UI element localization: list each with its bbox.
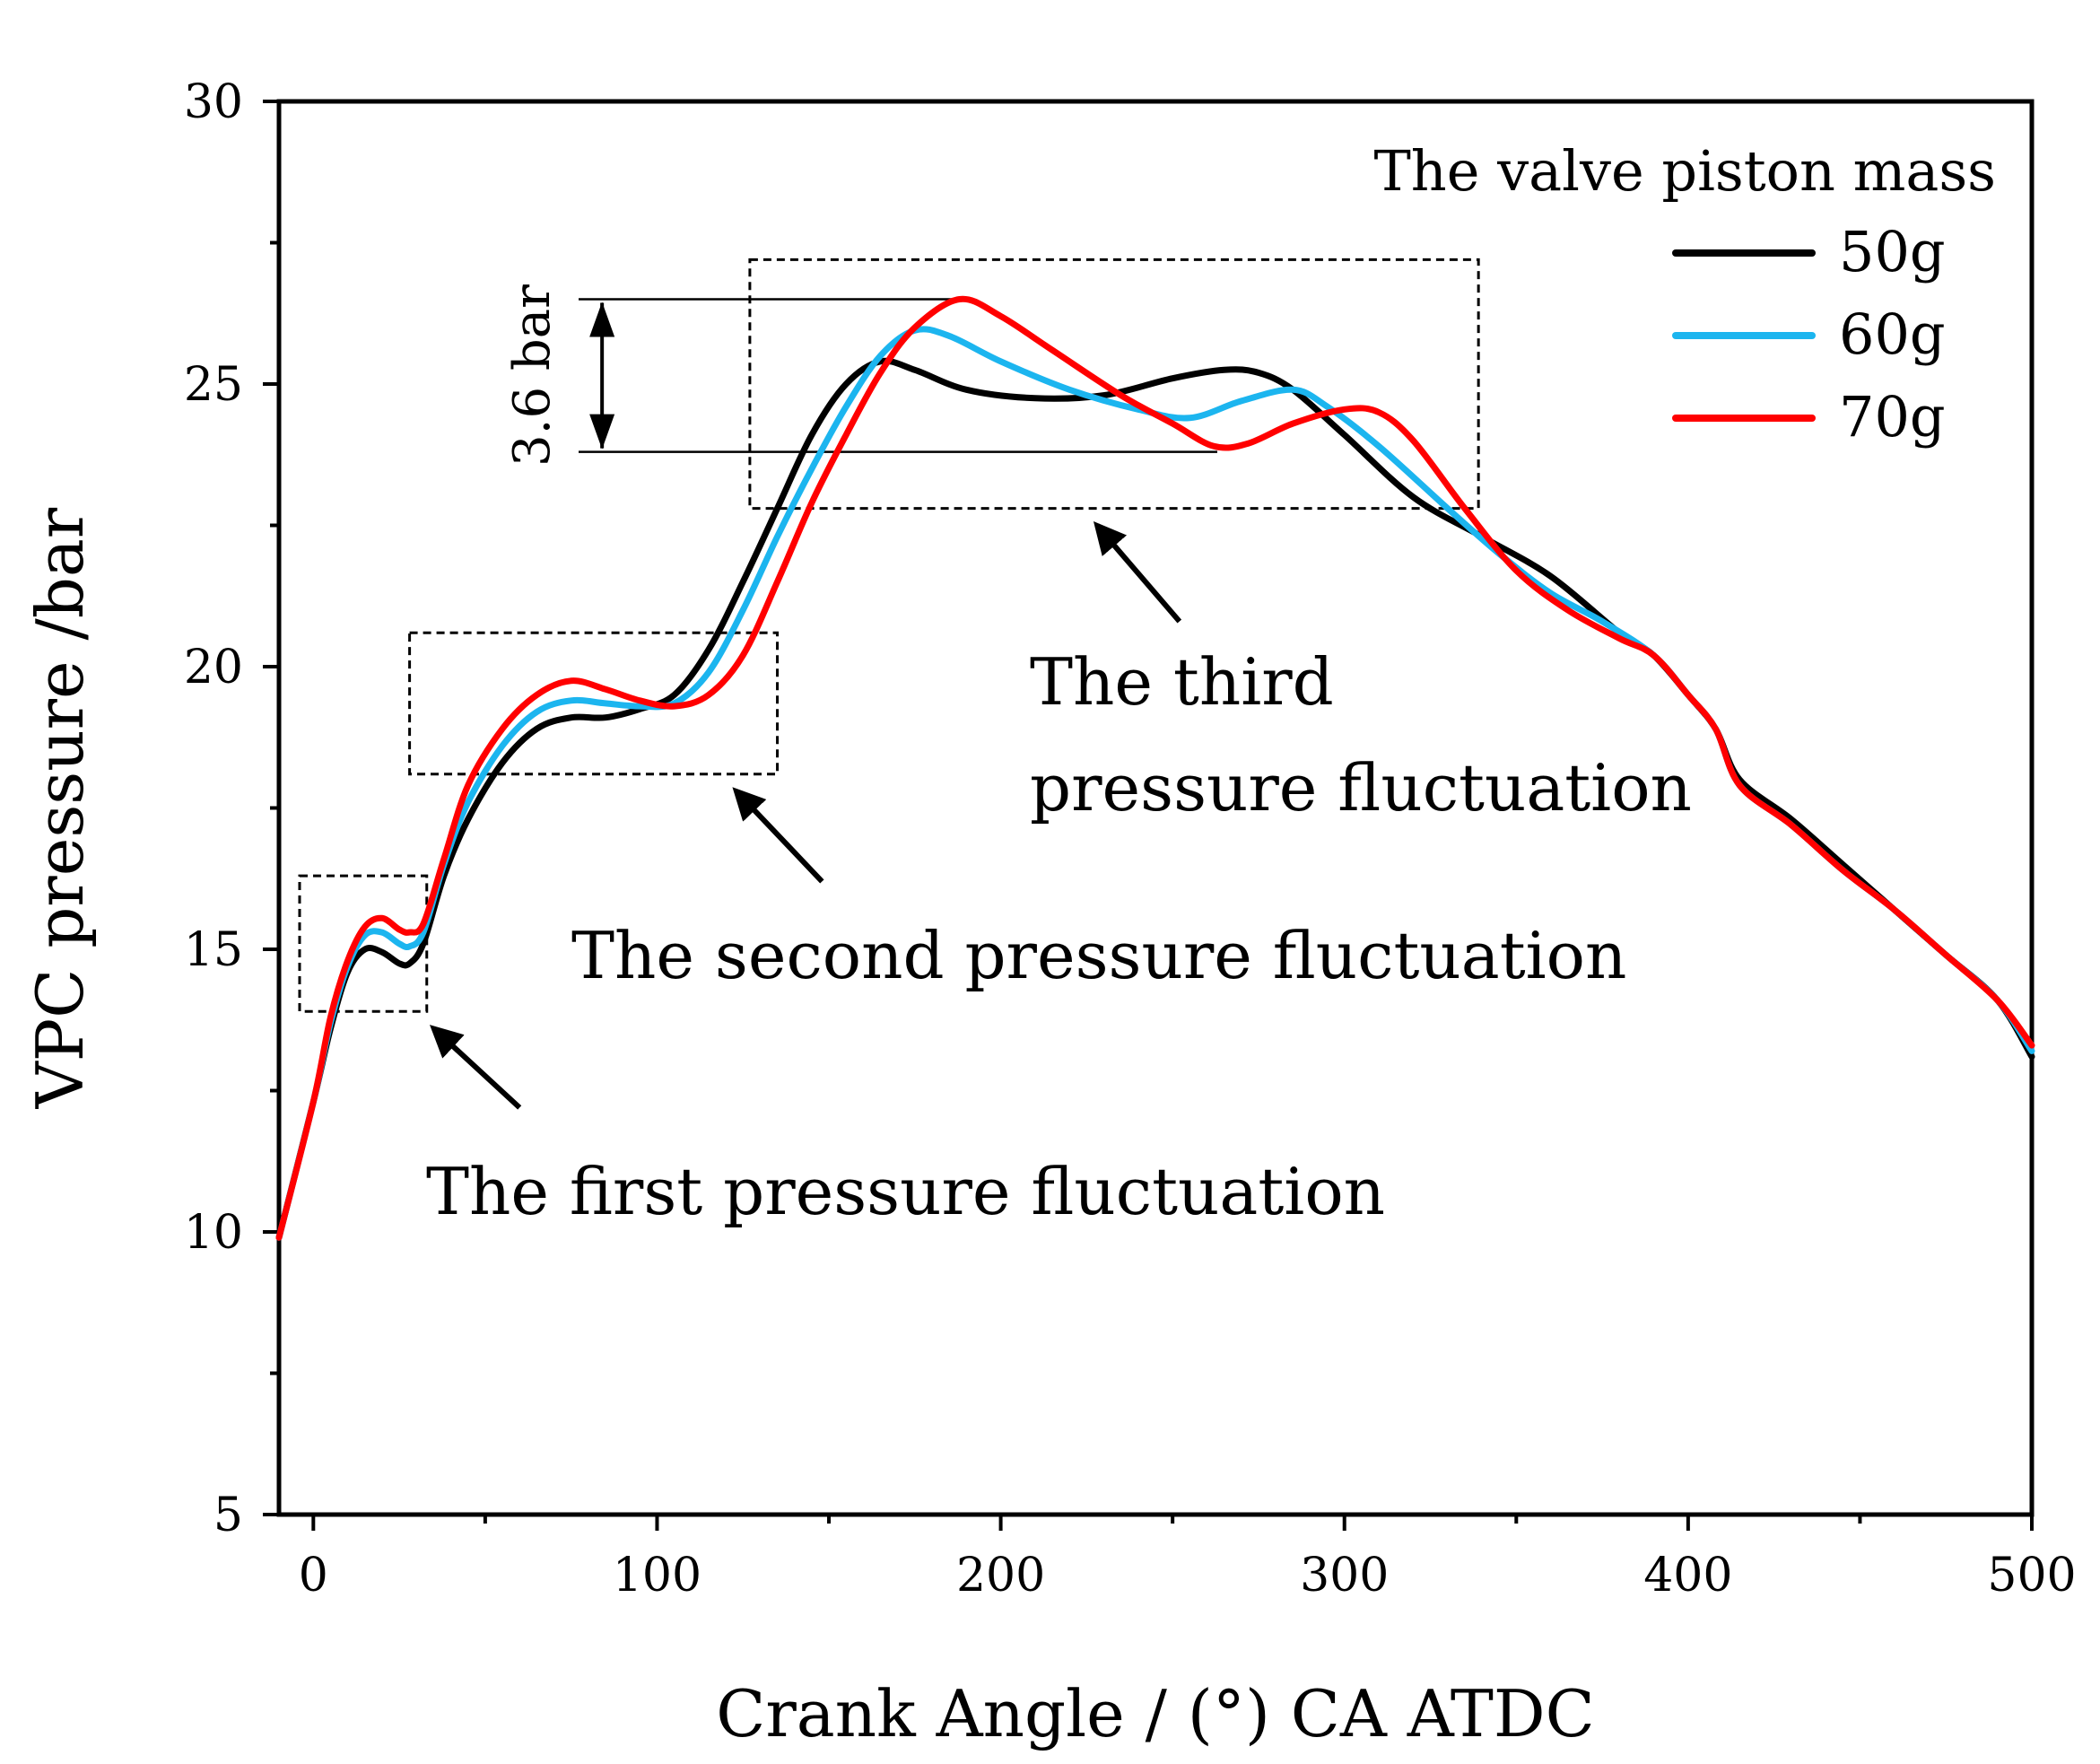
x-tick-label: 400 — [1643, 1549, 1732, 1602]
measure-arrow-down — [589, 414, 615, 450]
y-tick-label: 5 — [213, 1489, 243, 1542]
x-tick-label: 200 — [956, 1549, 1045, 1602]
fluctuation-label-2: The second pressure fluctuation — [571, 918, 1626, 993]
series-lines — [275, 295, 2035, 1241]
y-tick-label: 10 — [184, 1206, 243, 1260]
y-axis-title: VPC pressure /bar — [22, 507, 98, 1109]
annotations — [298, 258, 1480, 1110]
x-tick-label: 500 — [1987, 1549, 2076, 1602]
y-tick-label: 25 — [184, 358, 243, 412]
legend-label-70g: 70g — [1839, 384, 1946, 450]
x-tick-label: 0 — [299, 1549, 328, 1602]
fluctuation-arrow-3 — [1093, 520, 1182, 624]
y-tick-label: 20 — [184, 641, 243, 694]
y-tick-label: 30 — [184, 75, 243, 129]
labels: The first pressure fluctuation The second… — [426, 284, 1692, 1229]
y-tick-label: 15 — [184, 923, 243, 977]
series-line-70g — [275, 295, 2035, 1241]
fluctuation-box-1 — [298, 874, 429, 1013]
fluctuation-label-3-line-1: The third — [1030, 644, 1334, 720]
x-axis-title: Crank Angle / (°) CA ATDC — [716, 1676, 1594, 1751]
measure-label: 3.6 bar — [503, 284, 562, 467]
x-tick-label: 100 — [613, 1549, 701, 1602]
fluctuation-box-3 — [748, 258, 1480, 511]
fluctuation-box-2 — [408, 631, 780, 776]
legend-label-60g: 60g — [1839, 301, 1946, 367]
fluctuation-label-3-line-2: pressure fluctuation — [1030, 750, 1692, 825]
x-tick-label: 300 — [1300, 1549, 1389, 1602]
fluctuation-label-1: The first pressure fluctuation — [426, 1154, 1385, 1229]
legend-label-50g: 50g — [1839, 219, 1946, 284]
measure-arrow-up — [589, 301, 615, 337]
axes: 0 100 200 300 400 500 5 10 15 20 25 30 Crank Angle /… — [22, 75, 2077, 1751]
legend: The valve piston mass 50g 60g 70g — [1373, 138, 1996, 450]
fluctuation-arrow-2 — [732, 787, 824, 884]
fluctuation-arrow-1 — [429, 1025, 522, 1110]
legend-title: The valve piston mass — [1373, 138, 1996, 204]
